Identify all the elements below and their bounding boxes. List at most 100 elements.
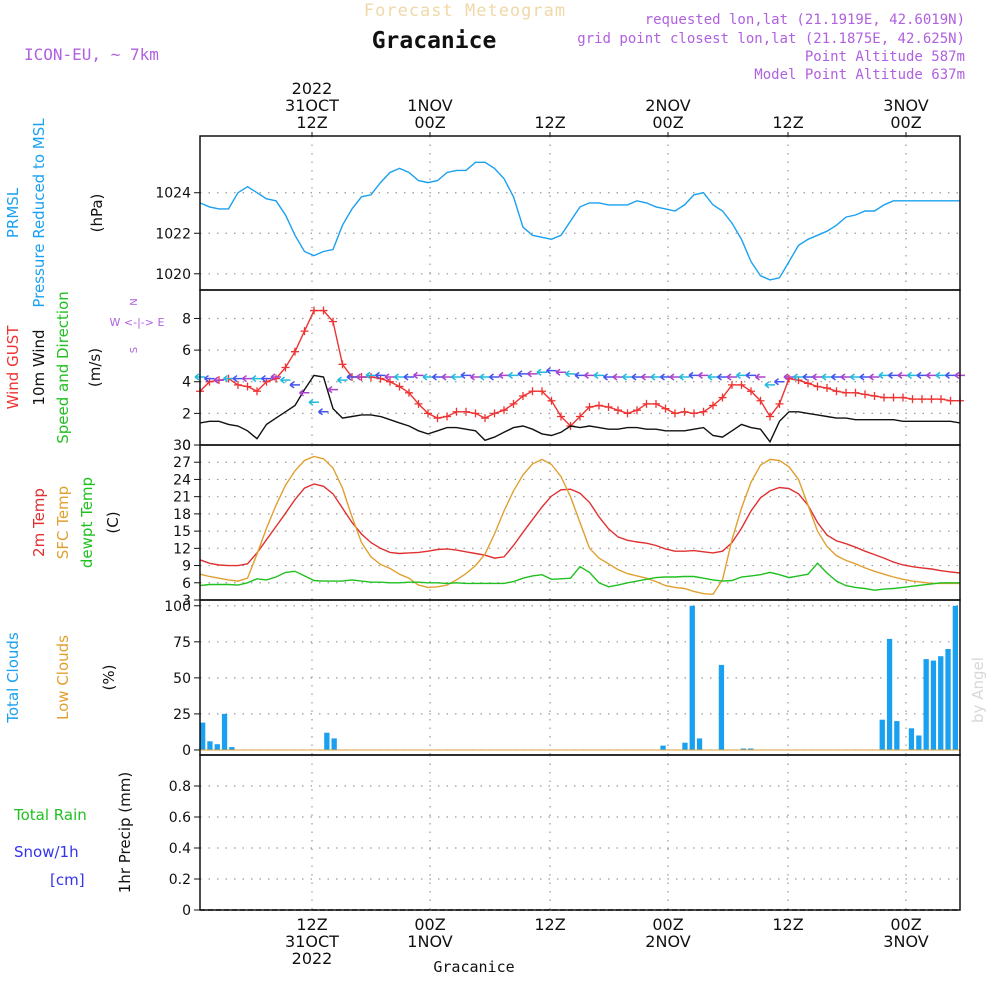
cloud-bar	[207, 741, 213, 750]
gust-point	[918, 395, 926, 404]
wind-direction-arrow	[517, 370, 528, 378]
wind-direction-arrow	[394, 373, 405, 381]
wind-direction-arrow	[327, 386, 338, 394]
y-tick-label: 21	[173, 490, 191, 506]
gust-point	[547, 396, 556, 405]
y-axis-label: 1hr Precip (mm)	[116, 772, 134, 893]
model-label: ICON-EU, ~ 7km	[24, 45, 159, 64]
cloud-bar	[938, 656, 944, 750]
gust-point	[671, 409, 679, 418]
gust-point	[709, 401, 717, 410]
wind-direction-arrow	[536, 368, 547, 376]
top-time-label: 00Z	[890, 113, 921, 132]
y-tick-label: 0.8	[169, 779, 191, 795]
gust-point	[291, 347, 299, 356]
gust-point	[395, 382, 404, 391]
wind-direction-arrow	[270, 373, 281, 381]
cloud-bar	[908, 728, 915, 750]
cloud-bar	[952, 605, 958, 750]
cloud-bar	[200, 722, 206, 750]
precip-legend-label: [cm]	[50, 871, 85, 889]
wind-direction-arrow	[764, 381, 775, 389]
wind-direction-arrow	[498, 371, 509, 380]
y-tick-label: 9	[182, 559, 191, 575]
cloud-bar	[229, 747, 235, 750]
y-axis-label: (hPa)	[88, 194, 106, 233]
wind-direction-arrow	[299, 389, 310, 397]
bottom-time-label: 3NOV	[883, 932, 928, 951]
gust-point	[927, 395, 936, 404]
wind-direction-arrow	[451, 373, 462, 381]
y-axis-label: Speed and Direction	[54, 291, 72, 444]
wind-direction-arrow	[346, 373, 357, 381]
top-time-label: 2NOV	[645, 96, 690, 115]
gust-point	[557, 412, 565, 421]
wind-direction-arrow	[422, 373, 433, 381]
wind-direction-arrow	[783, 373, 794, 381]
wind-direction-arrow	[308, 398, 319, 406]
gust-point	[310, 306, 318, 315]
series-line-pressure	[199, 161, 960, 281]
y-tick-label: 0	[182, 903, 191, 919]
y-tick-label: 12	[173, 541, 191, 557]
y-tick-label: 6	[182, 343, 191, 359]
y-axis-label: dewpt Temp	[78, 477, 96, 568]
direction-key-west-east: W <-|-> E	[110, 316, 165, 329]
gust-point	[804, 379, 812, 388]
gust-point	[471, 409, 480, 418]
location-title: Gracanice	[372, 28, 497, 54]
gust-point	[623, 409, 632, 418]
gust-point	[614, 406, 622, 415]
y-tick-label: 50	[173, 671, 191, 687]
wind-direction-arrow	[441, 373, 452, 381]
cloud-bar	[894, 721, 900, 750]
cloud-bar	[696, 738, 703, 750]
wind-direction-arrow	[859, 373, 870, 381]
wind-direction-arrow	[802, 373, 813, 381]
gust-point	[661, 404, 670, 413]
model-altitude: Model Point Altitude 637m	[754, 67, 965, 83]
y-axis-label: Wind GUST	[4, 325, 22, 410]
y-axis-label: Pressure Reduced to MSL	[30, 118, 48, 308]
gust-point	[509, 399, 518, 408]
wind-direction-arrow	[261, 374, 272, 383]
requested-coords: requested lon,lat (21.1919E, 42.6019N)	[645, 12, 965, 28]
gust-point	[538, 387, 546, 396]
cloud-bar	[660, 745, 666, 750]
wind-direction-arrow	[223, 374, 234, 383]
gust-point	[870, 391, 879, 400]
gust-point	[699, 407, 708, 416]
wind-direction-arrow	[384, 373, 395, 381]
wind-direction-arrow	[631, 373, 642, 381]
wind-direction-arrow	[565, 370, 576, 378]
gust-point	[652, 399, 660, 408]
top-time-label: 31OCT	[285, 96, 339, 115]
wind-direction-arrow	[888, 371, 899, 380]
wind-direction-arrow	[289, 381, 300, 389]
wind-direction-arrow	[375, 371, 386, 380]
wind-direction-arrow	[356, 373, 367, 381]
wind-direction-arrow	[650, 373, 661, 381]
wind-direction-arrow	[935, 371, 946, 380]
wind-direction-arrow	[850, 373, 861, 381]
gust-point	[414, 399, 423, 408]
gust-point	[680, 407, 689, 416]
gust-point	[243, 382, 252, 391]
wind-direction-arrow	[660, 373, 671, 381]
bottom-time-label: 31OCT	[285, 932, 339, 951]
gust-point	[756, 396, 765, 405]
wind-direction-arrow	[698, 371, 709, 380]
point-altitude: Point Altitude 587m	[805, 49, 965, 65]
bottom-time-label: 00Z	[652, 915, 683, 934]
y-axis-label: 10m Wind	[30, 329, 48, 405]
cloud-bar	[221, 713, 228, 750]
wind-direction-arrow	[251, 374, 262, 383]
wind-direction-arrow	[213, 376, 224, 384]
gust-point	[253, 387, 261, 396]
y-tick-label: 1024	[155, 186, 191, 202]
gust-point	[519, 391, 527, 400]
bottom-time-label: 12Z	[772, 915, 803, 934]
gust-point	[832, 387, 841, 396]
wind-direction-arrow	[897, 371, 908, 380]
wind-direction-arrow	[688, 371, 699, 380]
